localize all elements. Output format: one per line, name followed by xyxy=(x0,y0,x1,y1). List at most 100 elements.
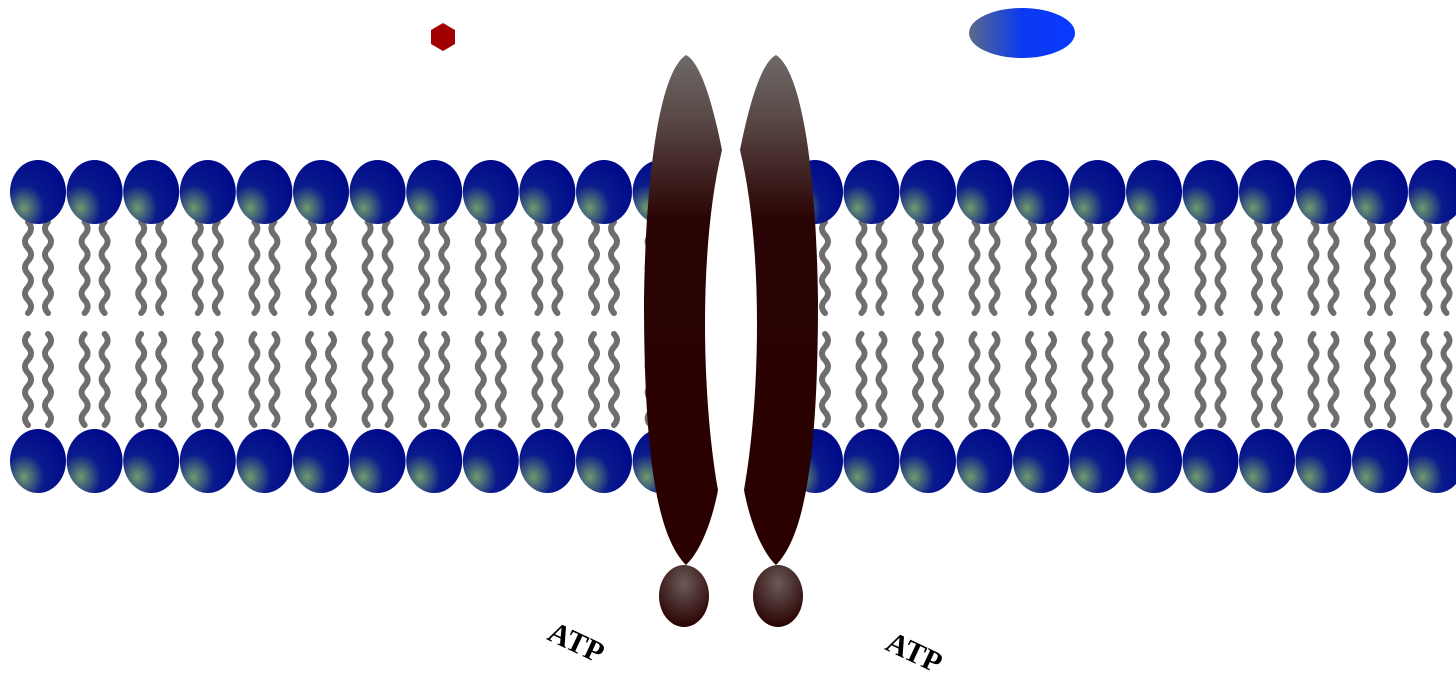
lipid-head xyxy=(350,429,406,493)
lipid-tail xyxy=(879,222,885,313)
lipid-head xyxy=(236,429,292,493)
lipid-tail xyxy=(1311,334,1317,425)
nbd-right xyxy=(753,565,803,627)
lipid-tail xyxy=(82,222,88,313)
lipid-tail xyxy=(1367,222,1373,313)
lipid-tail xyxy=(251,334,257,425)
lipid-head xyxy=(1013,160,1069,224)
lipid-head xyxy=(900,160,956,224)
blue-molecule xyxy=(969,8,1075,58)
lipid-head xyxy=(844,160,900,224)
lipid-head xyxy=(293,429,349,493)
lipid-tail xyxy=(992,334,998,425)
lipid-tail xyxy=(879,334,885,425)
lipid-head xyxy=(844,429,900,493)
lipid-tail xyxy=(915,334,921,425)
lipid-tail xyxy=(1254,334,1260,425)
lipid-head xyxy=(519,429,575,493)
transporter-left xyxy=(644,55,722,565)
lipid-tail xyxy=(1105,222,1111,313)
lipid-tail xyxy=(1218,222,1224,313)
lipid-tail xyxy=(251,222,257,313)
lipid-tail xyxy=(102,334,108,425)
lipid-head xyxy=(1070,160,1126,224)
lipid-head xyxy=(1296,429,1352,493)
lipid-tail xyxy=(1387,334,1393,425)
lipid-head xyxy=(1296,160,1352,224)
lipid-tail xyxy=(1444,222,1450,313)
lipid-tail xyxy=(591,222,597,313)
lipid-tail xyxy=(82,334,88,425)
lipid-tail xyxy=(385,334,391,425)
lipid-tail xyxy=(1444,334,1450,425)
lipid-tail xyxy=(478,222,484,313)
lipid-tail xyxy=(1105,334,1111,425)
lipid-tail xyxy=(611,334,617,425)
atp-label: ATP xyxy=(543,615,609,669)
lipid-tail xyxy=(102,222,108,313)
lipid-head xyxy=(236,160,292,224)
lipid-tail xyxy=(45,334,51,425)
lipid-tail xyxy=(1085,222,1091,313)
lipid-tail xyxy=(328,222,334,313)
lipid-head xyxy=(10,160,66,224)
lipid-tail xyxy=(972,334,978,425)
lipid-tail xyxy=(25,334,31,425)
lipid-head xyxy=(576,160,632,224)
lipid-tail xyxy=(421,222,427,313)
lipid-head xyxy=(1409,429,1456,493)
lipid-tail xyxy=(1331,222,1337,313)
lipid-tail xyxy=(935,222,941,313)
lipid-tail xyxy=(1331,334,1337,425)
lipid-head xyxy=(463,429,519,493)
lipid-tail xyxy=(365,222,371,313)
lipid-head xyxy=(123,160,179,224)
lipid-tail xyxy=(498,334,504,425)
lipid-tail xyxy=(385,222,391,313)
lipid-head xyxy=(406,429,462,493)
lipid-tail xyxy=(1085,334,1091,425)
lipid-tail xyxy=(1141,222,1147,313)
red-molecule xyxy=(431,23,455,51)
lipid-head xyxy=(180,429,236,493)
lipid-head xyxy=(67,429,123,493)
lipid-tail xyxy=(138,334,144,425)
lipid-head xyxy=(1409,160,1456,224)
lipid-tail xyxy=(859,334,865,425)
lipid-head xyxy=(1352,160,1408,224)
lipid-tail xyxy=(1274,222,1280,313)
lipid-tail xyxy=(215,334,221,425)
lipid-tail xyxy=(1424,334,1430,425)
lipid-tail xyxy=(915,222,921,313)
lipid-tail xyxy=(822,334,828,425)
lipid-tail xyxy=(1141,334,1147,425)
lipid-tail xyxy=(138,222,144,313)
lipid-tail xyxy=(1274,334,1280,425)
lipid-tail xyxy=(215,222,221,313)
membrane-diagram: ATP ATP xyxy=(0,0,1456,680)
lipid-head xyxy=(1239,429,1295,493)
lipid-tail xyxy=(591,334,597,425)
lipid-tail xyxy=(158,334,164,425)
lipid-head xyxy=(1239,160,1295,224)
transporter-right xyxy=(740,55,818,565)
lipid-tail xyxy=(1161,222,1167,313)
lipid-head xyxy=(576,429,632,493)
lipid-tail xyxy=(441,222,447,313)
lipid-bilayer xyxy=(10,160,1456,493)
lipid-head xyxy=(350,160,406,224)
atp-label: ATP xyxy=(881,625,947,679)
lipid-tail xyxy=(441,334,447,425)
lipid-tail xyxy=(195,222,201,313)
lipid-tail xyxy=(271,334,277,425)
lipid-head xyxy=(1183,429,1239,493)
lipid-tail xyxy=(534,222,540,313)
lipid-head xyxy=(293,160,349,224)
lipid-tail xyxy=(365,334,371,425)
lipid-tail xyxy=(308,222,314,313)
lipid-tail xyxy=(1161,334,1167,425)
lipid-head xyxy=(406,160,462,224)
lipid-head xyxy=(180,160,236,224)
lipid-head xyxy=(1352,429,1408,493)
lipid-tail xyxy=(195,334,201,425)
